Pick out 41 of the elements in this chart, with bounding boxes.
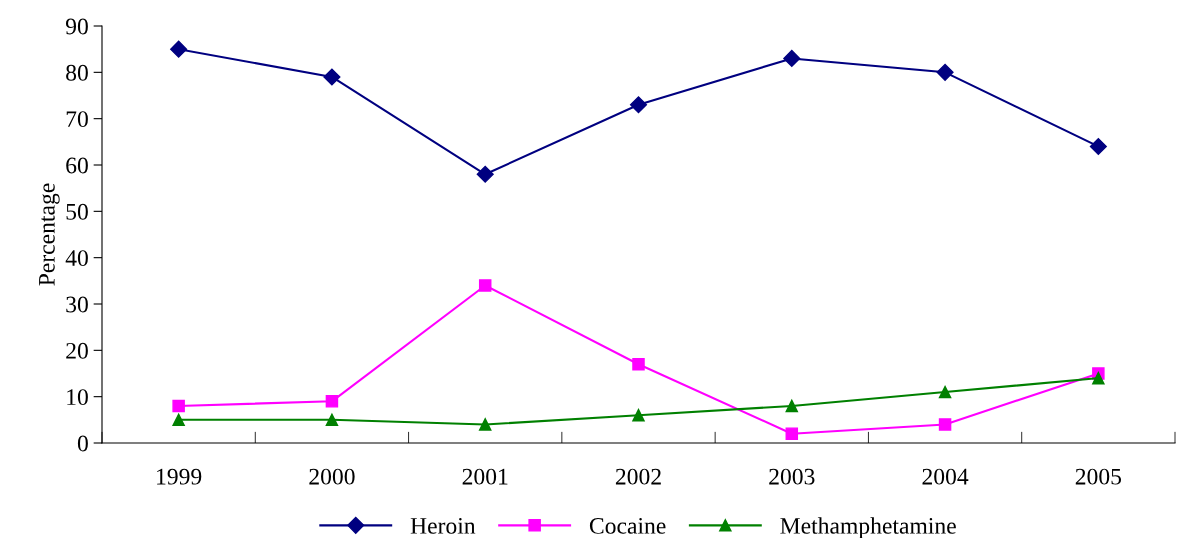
y-tick-label: 0 — [77, 435, 88, 452]
point — [785, 427, 799, 440]
x-tick-label: 1999 — [157, 468, 202, 485]
point — [476, 165, 494, 183]
point — [1089, 137, 1107, 156]
point — [170, 40, 188, 58]
y-tick-label: 50 — [66, 203, 88, 220]
point — [478, 279, 492, 292]
point — [785, 399, 799, 413]
legend-label: Heroin — [410, 517, 476, 534]
y-tick-label: 30 — [66, 296, 88, 313]
x-tick-label: 2000 — [309, 468, 355, 485]
x-tick-label: 2005 — [1075, 468, 1122, 485]
x-tick-label: 2003 — [769, 468, 815, 485]
point — [632, 357, 645, 371]
point — [323, 68, 341, 86]
x-tick-label: 2002 — [615, 468, 661, 485]
point — [325, 395, 339, 408]
y-tick-label: 40 — [65, 250, 88, 267]
y-axis-title: Percentage — [39, 183, 60, 286]
point — [1092, 371, 1105, 385]
point — [938, 385, 952, 399]
legend-label: Methamphetamine — [780, 517, 956, 538]
point — [629, 96, 648, 114]
y-tick-label: 10 — [67, 389, 88, 406]
y-tick-label: 60 — [66, 157, 88, 174]
point — [783, 49, 801, 67]
y-tick-label: 70 — [66, 111, 88, 128]
point — [172, 399, 185, 413]
point — [325, 413, 339, 427]
point — [936, 63, 954, 81]
point — [938, 418, 952, 431]
y-tick-label: 80 — [66, 64, 88, 81]
point — [632, 408, 645, 422]
point — [172, 413, 185, 427]
y-tick-label: 90 — [65, 18, 88, 35]
x-tick-label: 2004 — [922, 468, 969, 485]
y-tick-label: 20 — [66, 342, 88, 359]
point — [478, 418, 492, 431]
legend-label: Cocaine — [589, 517, 666, 534]
x-tick-label: 2001 — [462, 468, 508, 485]
